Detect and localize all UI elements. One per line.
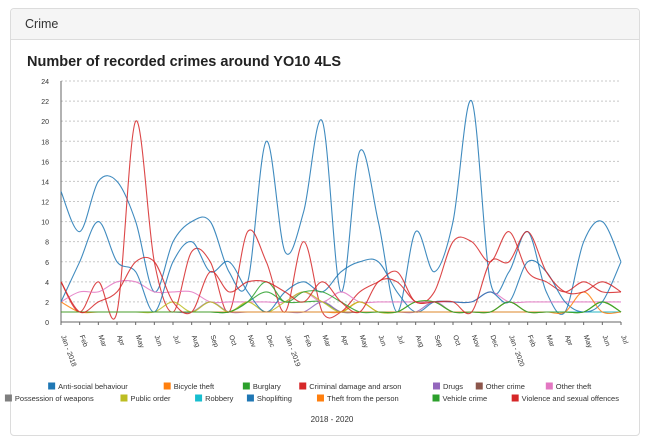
x-tick-label: Oct <box>227 334 237 347</box>
legend-item: Robbery <box>195 394 234 403</box>
legend-item: Violence and sexual offences <box>511 394 620 403</box>
legend-item: Other crime <box>475 382 525 391</box>
legend-swatch <box>475 382 483 390</box>
x-tick-label: May <box>134 334 145 349</box>
y-tick-label: 16 <box>41 159 49 166</box>
x-tick-label: Jul <box>395 334 405 345</box>
x-tick-label: Apr <box>563 334 574 347</box>
x-tick-label: Jun <box>376 334 386 347</box>
panel-header <box>11 9 639 40</box>
x-tick-label: Apr <box>115 334 126 347</box>
legend-swatch <box>316 394 324 402</box>
x-tick-label: May <box>358 334 369 349</box>
legend-label: Anti-social behaviour <box>58 382 128 391</box>
legend-swatch <box>545 382 553 390</box>
legend-swatch <box>242 382 250 390</box>
x-tick-label: Jun <box>152 334 162 347</box>
legend-item: Shoplifting <box>246 394 292 403</box>
x-tick-label: Jan - 2019 <box>283 334 301 368</box>
series-line <box>60 231 622 315</box>
x-tick-label: Jun <box>600 334 610 347</box>
legend-swatch <box>432 394 440 402</box>
legend-label: Possession of weapons <box>15 394 94 403</box>
x-tick-label: Mar <box>96 334 107 348</box>
x-tick-label: Sep <box>208 334 219 348</box>
y-tick-label: 22 <box>41 99 49 106</box>
legend-label: Bicycle theft <box>174 382 215 391</box>
x-tick-label: May <box>582 334 593 349</box>
x-tick-label: Nov <box>246 334 257 349</box>
legend-swatch <box>511 394 519 402</box>
legend-label: Burglary <box>253 382 281 391</box>
legend-label: Other theft <box>556 382 592 391</box>
legend-swatch <box>4 394 12 402</box>
y-tick-label: 10 <box>41 220 49 227</box>
legend-item: Possession of weapons <box>4 394 94 403</box>
chart-title: Number of recorded crimes around YO10 4L… <box>27 54 341 70</box>
legend-label: Shoplifting <box>257 394 292 403</box>
y-tick-label: 24 <box>41 79 49 86</box>
legend-item: Anti-social behaviour <box>48 382 128 391</box>
legend-item: Other theft <box>545 382 592 391</box>
x-tick-label: Nov <box>470 334 481 349</box>
legend-swatch <box>299 382 307 390</box>
legend-label: Public order <box>130 394 171 403</box>
y-tick-label: 2 <box>45 300 49 307</box>
x-tick-label: Dec <box>264 334 275 349</box>
legend-label: Criminal damage and arson <box>309 382 401 391</box>
y-tick-label: 6 <box>45 260 49 267</box>
x-tick-label: Jan - 2020 <box>507 334 525 368</box>
legend-label: Drugs <box>443 382 463 391</box>
legend-label: Robbery <box>205 394 234 403</box>
x-tick-label: Oct <box>451 334 461 347</box>
x-tick-label: Jul <box>619 334 629 345</box>
legend-swatch <box>195 394 203 402</box>
legend-item: Drugs <box>433 382 463 391</box>
panel-title: Crime <box>25 17 59 31</box>
legend-swatch <box>163 382 171 390</box>
x-tick-label: Mar <box>544 334 555 348</box>
legend-item: Criminal damage and arson <box>299 382 401 391</box>
x-tick-label: Dec <box>488 334 499 349</box>
legend-label: Theft from the person <box>327 394 399 403</box>
x-tick-label: Mar <box>320 334 331 348</box>
x-tick-label: Jul <box>171 334 181 345</box>
y-tick-label: 4 <box>45 280 49 287</box>
series-line <box>60 280 621 304</box>
legend-item: Burglary <box>242 382 281 391</box>
legend-swatch <box>433 382 440 390</box>
legend-swatch <box>246 394 254 402</box>
x-tick-label: Aug <box>414 334 425 348</box>
x-tick-label: Aug <box>190 334 201 348</box>
legend-label: Other crime <box>486 382 525 391</box>
legend-item: Vehicle crime <box>432 394 488 403</box>
legend-item: Public order <box>120 394 171 403</box>
x-tick-label: Jan - 2018 <box>59 334 77 368</box>
x-tick-label: Feb <box>526 334 537 348</box>
legend-label: Vehicle crime <box>443 394 488 403</box>
y-tick-label: 18 <box>41 139 49 146</box>
legend-label: Violence and sexual offences <box>522 394 620 403</box>
series-line <box>60 301 621 314</box>
legend-item: Bicycle theft <box>163 382 215 391</box>
y-tick-label: 20 <box>41 119 49 126</box>
y-tick-label: 12 <box>41 200 49 207</box>
legend-item: Theft from the person <box>316 394 399 403</box>
series-line <box>60 301 621 314</box>
x-tick-label: Feb <box>302 334 313 348</box>
legend-swatch <box>48 382 56 390</box>
y-tick-label: 8 <box>45 240 49 247</box>
legend-swatch <box>120 394 128 402</box>
x-tick-label: Apr <box>339 334 350 347</box>
series-line <box>60 301 621 314</box>
x-tick-label: Sep <box>432 334 443 348</box>
y-tick-label: 0 <box>45 320 49 327</box>
series-line <box>60 120 622 320</box>
series-line <box>60 221 622 313</box>
x-tick-label: Feb <box>78 334 89 348</box>
y-tick-label: 14 <box>41 179 49 186</box>
x-axis-title: 2018 - 2020 <box>311 415 354 424</box>
series-line <box>60 100 622 315</box>
